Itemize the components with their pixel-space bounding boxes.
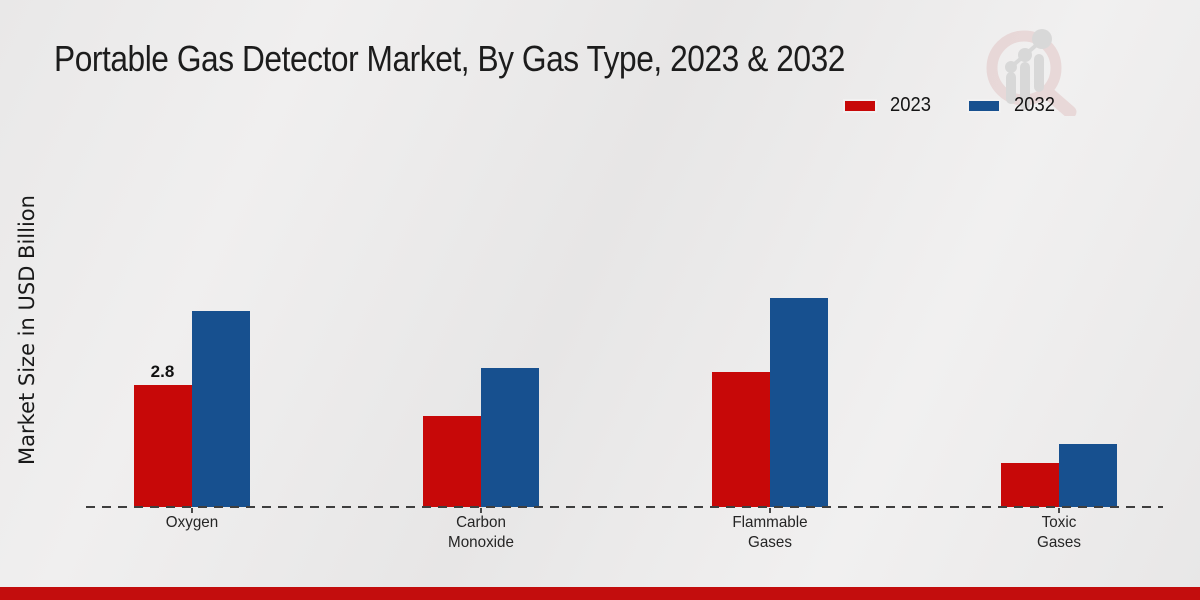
x-axis-label-toxic-gases: Toxic Gases bbox=[1036, 514, 1081, 551]
bar-2032-carbon-monoxide bbox=[480, 368, 539, 507]
footer-accent-bar bbox=[0, 587, 1200, 600]
x-axis-tick-carbon-monoxide bbox=[479, 508, 482, 513]
legend-item-2032: 2032 bbox=[966, 94, 1059, 117]
x-axis-label-carbon-monoxide: Carbon Monoxide bbox=[447, 514, 514, 551]
legend-item-2023: 2023 bbox=[843, 94, 935, 117]
x-axis-baseline bbox=[86, 506, 1163, 508]
bar-value-label-2023-oxygen: 2.8 bbox=[150, 362, 175, 382]
x-axis-tick-flammable-gases bbox=[768, 508, 771, 513]
x-axis-tick-toxic-gases bbox=[1057, 508, 1060, 513]
chart-title: Portable Gas Detector Market, By Gas Typ… bbox=[54, 38, 845, 79]
bar-2023-carbon-monoxide bbox=[422, 416, 481, 507]
bar-2023-toxic-gases bbox=[1000, 463, 1059, 507]
legend-swatch-2023 bbox=[843, 98, 877, 113]
x-axis-tick-oxygen bbox=[190, 508, 193, 513]
bar-2032-oxygen bbox=[191, 311, 250, 507]
bar-2023-flammable-gases bbox=[711, 372, 770, 507]
x-axis-label-flammable-gases: Flammable Gases bbox=[731, 514, 808, 551]
legend-label-2023: 2023 bbox=[890, 94, 931, 116]
bar-2032-toxic-gases bbox=[1058, 444, 1117, 507]
magnifier-chart-logo-icon bbox=[986, 29, 1077, 116]
legend: 2023 2032 bbox=[843, 94, 1058, 117]
legend-swatch-2032 bbox=[966, 98, 1001, 113]
legend-label-2032: 2032 bbox=[1013, 94, 1055, 116]
bar-2032-flammable-gases bbox=[769, 298, 828, 507]
bar-2023-oxygen bbox=[133, 385, 192, 507]
x-axis-label-oxygen: Oxygen bbox=[165, 514, 218, 531]
